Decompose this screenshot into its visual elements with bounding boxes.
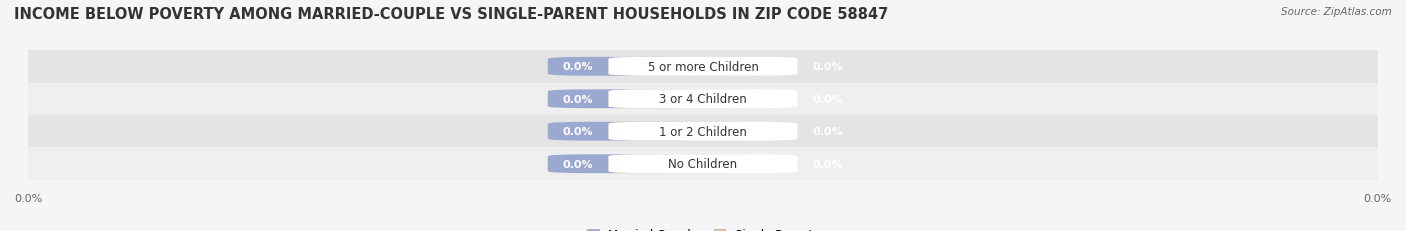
Text: Source: ZipAtlas.com: Source: ZipAtlas.com xyxy=(1281,7,1392,17)
Text: 0.0%: 0.0% xyxy=(562,62,593,72)
Text: 3 or 4 Children: 3 or 4 Children xyxy=(659,93,747,106)
FancyBboxPatch shape xyxy=(609,155,797,173)
Text: 1 or 2 Children: 1 or 2 Children xyxy=(659,125,747,138)
FancyBboxPatch shape xyxy=(609,58,797,76)
Text: 0.0%: 0.0% xyxy=(813,94,844,104)
FancyBboxPatch shape xyxy=(548,58,703,76)
Text: INCOME BELOW POVERTY AMONG MARRIED-COUPLE VS SINGLE-PARENT HOUSEHOLDS IN ZIP COD: INCOME BELOW POVERTY AMONG MARRIED-COUPL… xyxy=(14,7,889,22)
Text: No Children: No Children xyxy=(668,158,738,170)
Text: 0.0%: 0.0% xyxy=(813,127,844,137)
Bar xyxy=(28,83,1378,116)
FancyBboxPatch shape xyxy=(609,122,763,141)
Text: 0.0%: 0.0% xyxy=(813,159,844,169)
Text: 0.0%: 0.0% xyxy=(562,159,593,169)
Text: 0.0%: 0.0% xyxy=(562,94,593,104)
Text: 0.0%: 0.0% xyxy=(14,193,42,203)
FancyBboxPatch shape xyxy=(548,122,703,141)
FancyBboxPatch shape xyxy=(609,58,763,76)
FancyBboxPatch shape xyxy=(548,155,703,173)
Bar xyxy=(28,148,1378,180)
Bar xyxy=(28,116,1378,148)
Text: 0.0%: 0.0% xyxy=(813,62,844,72)
Text: 0.0%: 0.0% xyxy=(562,127,593,137)
FancyBboxPatch shape xyxy=(609,90,797,109)
Text: 5 or more Children: 5 or more Children xyxy=(648,61,758,73)
Legend: Married Couples, Single Parents: Married Couples, Single Parents xyxy=(582,223,824,231)
FancyBboxPatch shape xyxy=(609,122,797,141)
FancyBboxPatch shape xyxy=(609,90,763,109)
FancyBboxPatch shape xyxy=(609,155,763,173)
Text: 0.0%: 0.0% xyxy=(1364,193,1392,203)
Bar xyxy=(28,51,1378,83)
FancyBboxPatch shape xyxy=(548,90,703,109)
